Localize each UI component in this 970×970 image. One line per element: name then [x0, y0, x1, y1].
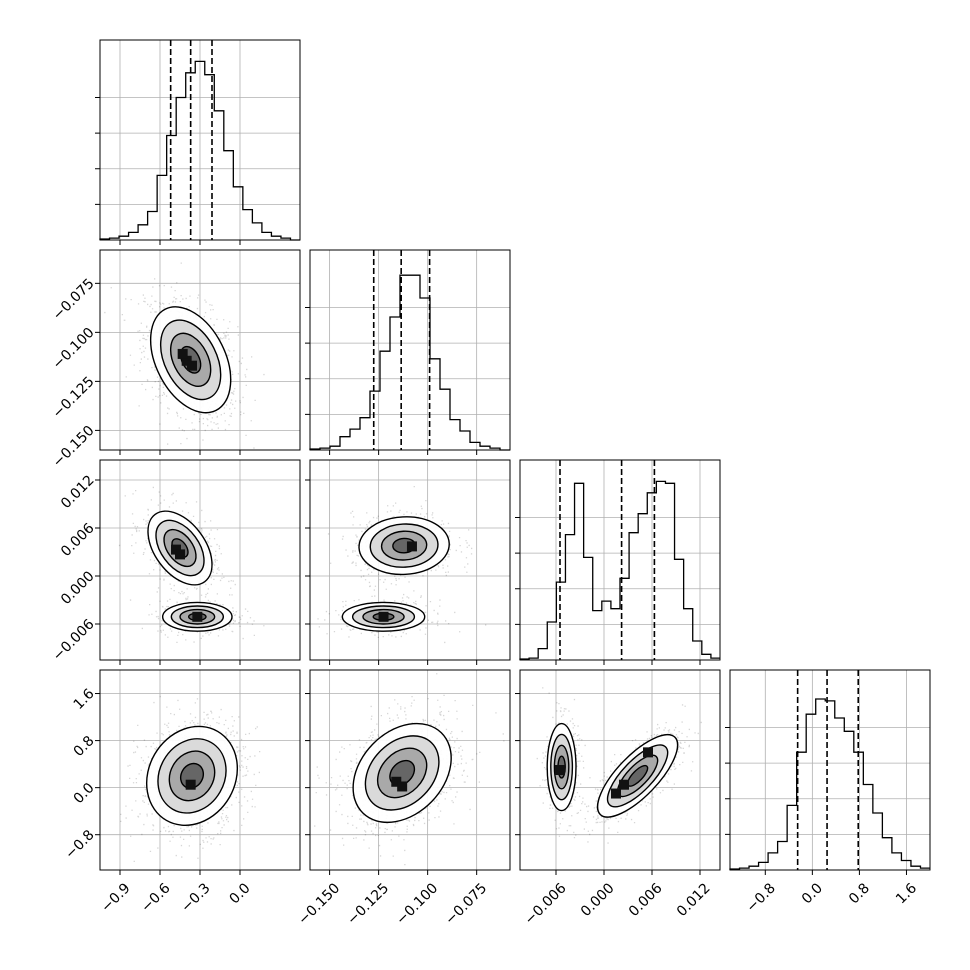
x-tick-label: 1.6: [893, 880, 920, 907]
density-peak-cell-1: [378, 611, 389, 622]
x-tick-label: 0.0: [799, 880, 826, 907]
density-peak-cell-3: [555, 765, 565, 775]
pair-panel-1-0: [99, 249, 301, 451]
y-axis-2: −0.006 0.000 0.006 0.012: [50, 472, 100, 664]
x-tick-label: −0.100: [393, 880, 441, 928]
x-tick-label: −0.3: [178, 880, 213, 915]
x-tick-label: 0.006: [626, 880, 666, 920]
hist-panel-2: [515, 459, 721, 661]
x-tick-label: −0.075: [442, 880, 490, 928]
x-tick-label: 0.0: [227, 880, 254, 907]
density-peak-cell-1: [187, 360, 197, 371]
x-axis-1: −0.150 −0.125 −0.100 −0.075: [295, 870, 490, 928]
density-peak-cell-0: [181, 355, 192, 366]
panel-frame: [729, 669, 931, 871]
y-tick-label: −0.125: [50, 374, 98, 422]
y-tick-label: 0.000: [58, 568, 98, 608]
hist-panel-3: [725, 669, 931, 871]
y-tick-label: −0.006: [50, 616, 98, 664]
x-tick-label: 0.000: [578, 880, 618, 920]
y-axis-3: −0.8 0.0 0.8 1.6: [62, 686, 100, 862]
density-peak-cell-1: [397, 781, 408, 792]
hist-panel-0: [95, 39, 301, 241]
y-tick-label: 0.006: [58, 520, 98, 560]
y-tick-label: 0.0: [71, 780, 98, 807]
y-tick-label: 0.8: [71, 733, 98, 760]
density-peak-cell-0: [643, 747, 653, 758]
pair-panel-2-1: [309, 459, 511, 661]
density-peak-cell-1: [611, 788, 621, 799]
y-tick-label: −0.075: [50, 276, 98, 324]
density-peak-cell-1: [175, 549, 185, 560]
y-axis-1: −0.150−0.125−0.100−0.075: [50, 276, 100, 471]
x-tick-label: −0.006: [522, 880, 570, 928]
x-axis-3: −0.8 0.0 0.8 1.6: [744, 870, 920, 916]
x-tick-label: −0.150: [295, 880, 343, 928]
x-tick-label: −0.8: [744, 880, 779, 915]
panel-frame: [519, 459, 721, 661]
density-peak-cell-0: [185, 779, 196, 790]
x-tick-label: −0.125: [344, 880, 392, 928]
x-tick-label: 0.012: [674, 880, 714, 920]
histogram-step-2: [519, 480, 720, 660]
pair-panel-3-0: [99, 669, 301, 871]
scatter-points: [536, 687, 702, 844]
y-tick-label: −0.8: [62, 827, 97, 862]
y-tick-label: −0.150: [50, 423, 98, 471]
x-axis-0: −0.9 −0.6 −0.3 0.0: [98, 870, 254, 916]
hist-panel-1: [305, 249, 511, 451]
density-peak-cell-2: [192, 611, 203, 622]
panel-frame: [309, 669, 511, 871]
pair-panel-3-1: [309, 669, 511, 871]
scatter-points: [317, 486, 487, 644]
x-tick-label: −0.9: [98, 880, 133, 915]
density-peak-cell-2: [619, 779, 629, 790]
panel-frame: [309, 249, 511, 451]
density-peak-cell-0: [406, 541, 417, 552]
y-tick-label: 1.6: [71, 686, 98, 713]
pair-panel-2-0: [99, 459, 301, 661]
panel-frame: [519, 669, 721, 871]
x-tick-label: 0.8: [846, 880, 873, 907]
density-peak-cell-0: [391, 776, 402, 787]
y-tick-label: 0.012: [58, 472, 98, 512]
panel-frame: [309, 459, 511, 661]
pair-panel-3-2: [519, 669, 721, 871]
histogram-step-1: [309, 274, 510, 451]
x-tick-label: −0.6: [138, 880, 173, 915]
y-tick-label: −0.100: [50, 325, 98, 373]
x-axis-2: −0.006 0.000 0.006 0.012: [522, 870, 714, 928]
density-peak-cell-2: [177, 348, 188, 359]
histogram-step-0: [99, 60, 300, 241]
histogram-step-3: [729, 698, 930, 870]
